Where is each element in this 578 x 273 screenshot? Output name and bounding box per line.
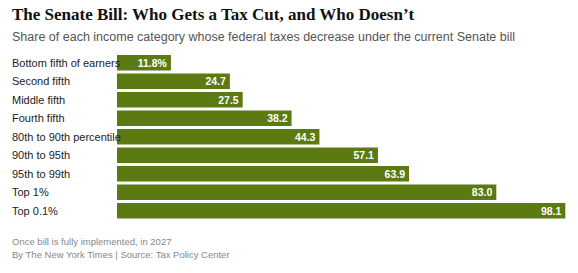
category-label: Top 1% <box>12 186 49 198</box>
bar <box>117 92 243 108</box>
category-label: Middle fifth <box>12 94 65 106</box>
category-label: 95th to 99th <box>12 168 70 180</box>
note: Once bill is fully implemented, in 2027 <box>12 236 171 247</box>
bar <box>117 129 319 145</box>
bar <box>117 111 292 127</box>
data-label: 11.8% <box>138 57 168 69</box>
data-label: 63.9 <box>385 168 406 180</box>
bar <box>117 166 409 182</box>
category-label: 90th to 95th <box>12 149 70 161</box>
bar <box>117 55 171 71</box>
data-label: 24.7 <box>205 75 226 87</box>
chart: The Senate Bill: Who Gets a Tax Cut, and… <box>0 0 578 273</box>
note: By The New York Times | Source: Tax Poli… <box>12 249 230 260</box>
data-label: 27.5 <box>218 94 239 106</box>
bar <box>117 148 378 164</box>
data-label: 83.0 <box>472 186 493 198</box>
subtitle: Share of each income category whose fede… <box>12 30 515 44</box>
title: The Senate Bill: Who Gets a Tax Cut, and… <box>12 5 415 24</box>
data-label: 38.2 <box>267 112 288 124</box>
category-label: Bottom fifth of earners <box>12 57 121 69</box>
bar <box>117 185 496 201</box>
category-label: Fourth fifth <box>12 112 65 124</box>
category-label: Second fifth <box>12 75 70 87</box>
data-label: 57.1 <box>354 149 375 161</box>
labels: Bottom fifth of earners 11.8% Second fifth… <box>12 57 561 217</box>
bars <box>117 55 565 219</box>
bar <box>117 74 230 90</box>
data-label: 98.1 <box>541 205 562 217</box>
category-label: Top 0.1% <box>12 205 58 217</box>
category-label: 80th to 90th percentile <box>12 131 121 143</box>
data-label: 44.3 <box>295 131 316 143</box>
bar <box>117 203 565 219</box>
